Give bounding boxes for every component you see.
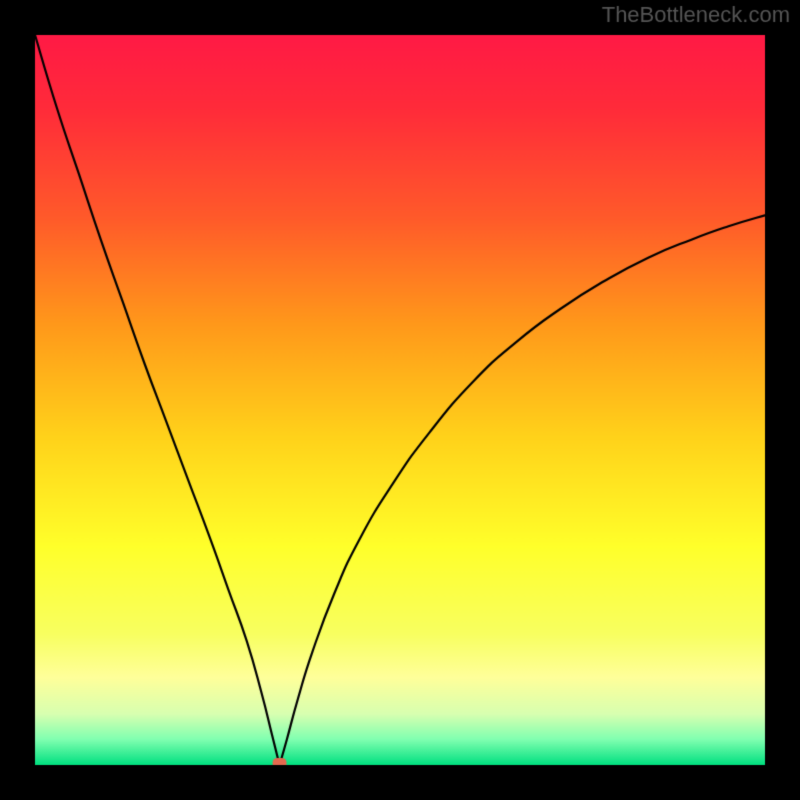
bottleneck-chart — [0, 0, 800, 800]
